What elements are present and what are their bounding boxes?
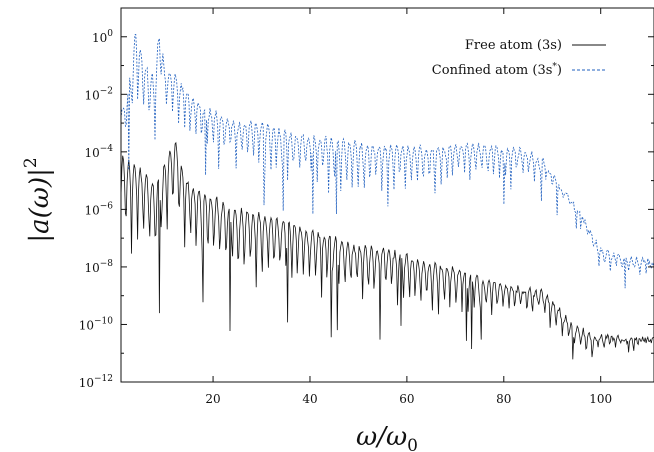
y-tick-label: 10−8 [84,259,113,275]
tick-layer: 20 40 60 80 100 100 10−2 10−4 10−6 10−8 10−10 10−12 [79,8,654,406]
x-tick-label: 80 [496,392,511,406]
y-tick-label: 10−12 [79,374,113,390]
x-tick-label: 60 [399,392,414,406]
y-tick-label: 10−6 [84,201,113,217]
plot-series [120,34,654,360]
y-axis-label: |a(ω)|2 [21,157,55,242]
y-tick-label: 100 [92,29,113,45]
y-tick-label: 10−4 [84,144,113,160]
x-tick-label: 100 [589,392,612,406]
y-tick-label: 10−10 [79,316,114,332]
legend-label-confined: Confined atom (3s*) [432,62,562,78]
legend-label-free: Free atom (3s) [465,38,562,53]
y-tick-label: 10−2 [84,86,113,102]
x-tick-label: 20 [205,392,220,406]
x-tick-label: 40 [302,392,317,406]
plot-frame [120,7,654,383]
series-line-confined-atom [120,34,654,289]
x-axis-label: ω/ω0 [356,422,418,452]
legend: Free atom (3s) Confined atom (3s*) [432,38,606,78]
series-line-free-atom [120,141,654,360]
